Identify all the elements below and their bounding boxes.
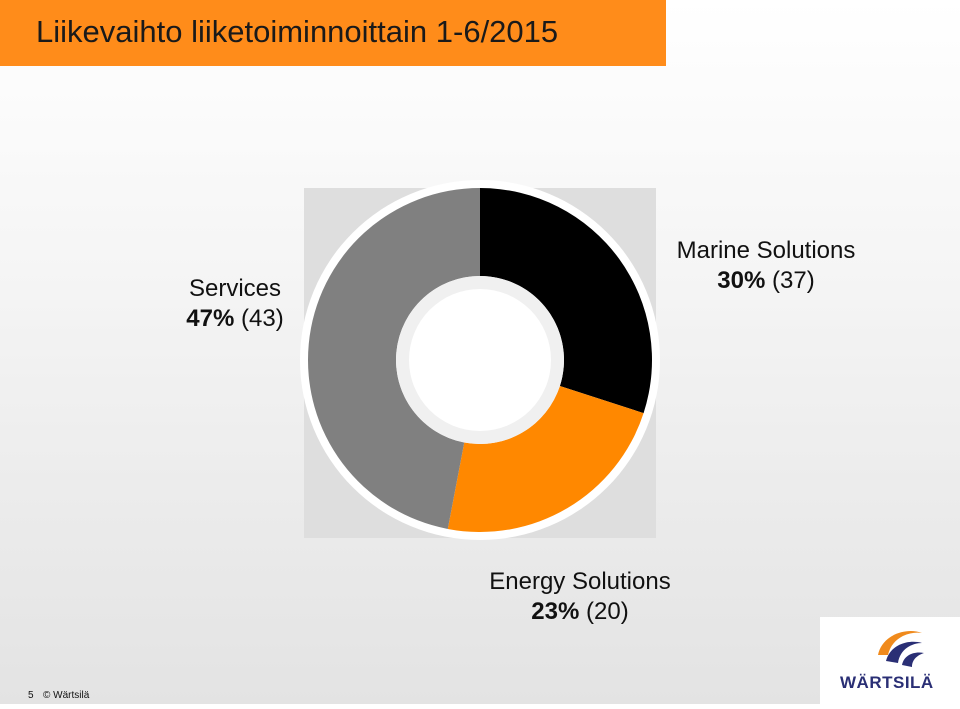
data-label-services: Services 47% (43) xyxy=(160,274,310,334)
marine-name: Marine Solutions xyxy=(676,237,856,264)
logo-emblem-icon xyxy=(878,631,924,667)
data-label-marine: Marine Solutions 30% (37) xyxy=(646,236,886,296)
services-previous: (43) xyxy=(241,305,284,332)
services-percent: 47% xyxy=(186,305,235,332)
marine-previous: (37) xyxy=(772,267,815,294)
donut-slices xyxy=(307,188,652,533)
donut-hole xyxy=(409,289,551,431)
energy-previous: (20) xyxy=(586,598,629,625)
copyright-text: © Wärtsilä xyxy=(43,690,90,701)
energy-percent: 23% xyxy=(531,598,580,625)
energy-name: Energy Solutions xyxy=(489,568,671,595)
donut-slice-marine-solutions xyxy=(480,188,652,414)
data-label-energy: Energy Solutions 23% (20) xyxy=(460,567,700,627)
company-logo: WÄRTSILÄ xyxy=(820,617,960,704)
page-number: 5 xyxy=(28,690,34,701)
logo-wordmark: WÄRTSILÄ xyxy=(840,673,934,692)
slide-title: Liikevaihto liiketoiminnoittain 1-6/2015 xyxy=(36,14,559,49)
donut-slice-services xyxy=(307,188,480,529)
footer xyxy=(0,688,960,704)
title-bar: Liikevaihto liiketoiminnoittain 1-6/2015 xyxy=(0,0,666,66)
donut-slice-energy-solutions xyxy=(447,385,644,533)
services-name: Services xyxy=(188,275,282,302)
marine-percent: 30% xyxy=(717,267,766,294)
